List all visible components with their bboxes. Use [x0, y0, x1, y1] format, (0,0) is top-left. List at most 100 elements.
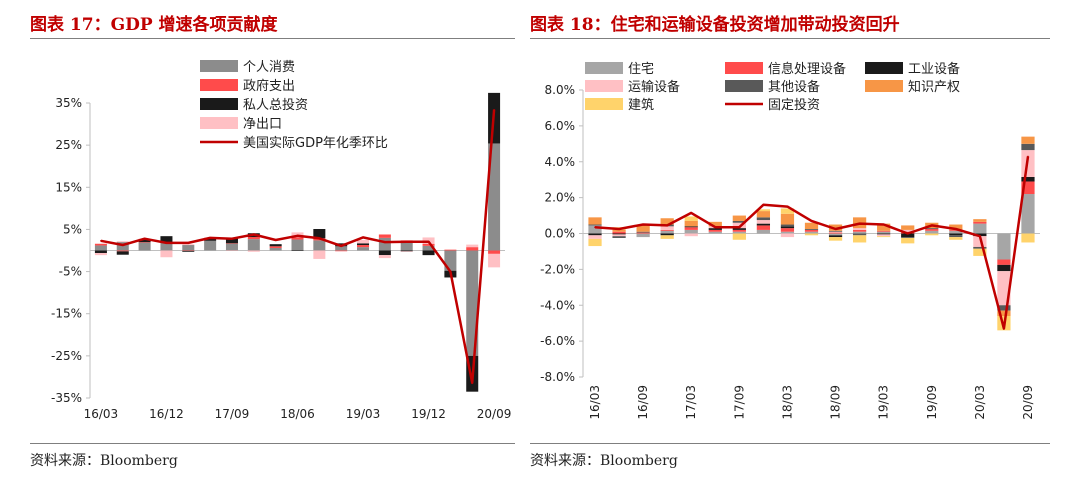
bar-segment-series-2-17-09 [732, 228, 746, 230]
line-point [955, 228, 957, 230]
bar-segment-series-2-17-06 [204, 238, 217, 241]
x-tick-label: 19/09 [925, 385, 939, 420]
bar-segment-series-5-16-12 [660, 218, 674, 225]
bar-segment-series-0-19-09 [925, 230, 939, 234]
bar-segment-series-5-16-03 [588, 217, 602, 225]
bar-segment-series-4-16-03 [588, 224, 602, 226]
bar-segment-series-4-20-03 [973, 246, 987, 249]
bar-segment-series-5-17-09 [732, 215, 746, 221]
bar-segment-series-2-19-12 [949, 233, 963, 236]
x-tick-label: 20/09 [1021, 385, 1035, 420]
line-point [762, 204, 765, 206]
line-point [231, 237, 233, 240]
line-point [449, 270, 452, 273]
bar-segment-series-3-16-12 [160, 250, 173, 258]
line-point [493, 108, 495, 111]
bar-segment-series-0-18-03 [780, 231, 795, 234]
bar-segment-series-2-16-09 [138, 239, 151, 243]
gdp-contribution-chart: 35% 25% 15% 5% -5% -15% -25% -35%16/03 16/12 17/0… [51, 60, 511, 421]
bar-segment-series-0-18-12 [335, 246, 348, 251]
bar-segment-series-3-19-09 [400, 251, 413, 252]
line-point [810, 220, 813, 222]
bar-segment-series-1-16-12 [660, 229, 674, 231]
bar-segment-series-2-16-06 [612, 233, 626, 235]
y-tick-label: 5% [63, 222, 82, 236]
bar-segment-series-6-18-09 [828, 237, 843, 241]
bar-segment-series-6-19-12 [949, 237, 963, 240]
bar-segment-series-0-20-09 [488, 143, 501, 251]
bar-segment-series-0-16-12 [660, 230, 674, 234]
bar-segment-series-3-18-12 [852, 228, 867, 230]
line-point [340, 245, 342, 247]
bar-segment-series-3-16-06 [116, 241, 129, 243]
bar-segment-series-2-17-06 [708, 228, 722, 230]
bar-segment-series-1-18-09 [828, 232, 843, 234]
bar-segment-series-3-18-03 [780, 233, 795, 238]
x-tick-label: 16/03 [588, 385, 602, 420]
legend-label: 个人消费 [243, 60, 295, 75]
bar-segment-series-1-20-06 [466, 247, 479, 251]
y-tick-label: -15% [51, 307, 82, 321]
legend-label: 净出口 [243, 117, 282, 132]
x-tick-label: 18/03 [780, 385, 794, 420]
line-point [690, 212, 693, 214]
bar-segment-series-2-18-03 [269, 244, 282, 247]
y-tick-label: 6.0% [545, 119, 576, 133]
bar-segment-series-5-16-09 [636, 224, 650, 232]
line-point [979, 235, 981, 237]
bar-segment-series-2-16-03 [94, 250, 107, 254]
bar-segment-series-5-17-03 [684, 220, 698, 227]
x-tick-label: 19/12 [411, 407, 446, 421]
source-note: 资料来源：Bloomberg [530, 453, 678, 469]
bar-segment-series-4-19-09 [925, 228, 939, 230]
bar-segment-series-6-17-03 [684, 216, 698, 221]
x-tick-label: 17/09 [732, 385, 746, 420]
line-point [882, 223, 885, 226]
bar-segment-series-5-16-06 [612, 229, 626, 232]
bar-segment-series-2-19-12 [422, 250, 435, 256]
bar-segment-series-4-17-09 [732, 220, 746, 223]
legend-swatch [200, 117, 238, 129]
legend-swatch [725, 80, 763, 92]
bar-segment-series-1-18-06 [291, 237, 304, 240]
x-tick-label: 18/09 [829, 385, 843, 420]
bar-segment-series-2-20-09 [1021, 176, 1035, 182]
bar-segment-series-1-19-09 [925, 229, 939, 231]
bar-segment-series-0-20-09 [1021, 194, 1035, 234]
y-tick-label: 35% [55, 96, 82, 110]
bar-segment-series-5-18-03 [780, 213, 795, 225]
bar-segment-series-1-16-06 [116, 250, 129, 252]
line-point [405, 240, 408, 243]
y-tick-label: -2.0% [540, 262, 575, 276]
bar-segment-series-2-19-03 [877, 233, 891, 235]
line-point [187, 242, 190, 244]
line-point [362, 236, 364, 239]
y-tick-label: 25% [55, 138, 82, 152]
legend-swatch [200, 79, 238, 91]
bar-segment-series-2-20-06 [997, 264, 1011, 272]
line-point [143, 237, 146, 240]
legend-swatch [200, 98, 238, 110]
bar-segment-series-5-20-03 [973, 219, 987, 222]
y-tick-label: 2.0% [545, 191, 576, 205]
legend-label: 其他设备 [768, 79, 820, 95]
legend-label: 固定投资 [768, 97, 820, 113]
bar-segment-series-1-17-09 [225, 243, 238, 244]
bar-segment-series-4-16-06 [612, 236, 626, 238]
line-point [471, 382, 474, 384]
legend-label: 住宅 [628, 62, 654, 77]
bar-segment-series-2-19-09 [400, 250, 413, 252]
bar-segment-series-0-17-09 [225, 243, 238, 251]
bar-segment-series-1-19-03 [877, 230, 891, 232]
bar-segment-series-0-16-09 [138, 242, 151, 251]
line-point [274, 239, 277, 241]
bar-segment-series-0-16-06 [116, 242, 129, 251]
bar-segment-series-1-17-03 [684, 227, 698, 230]
bar-segment-series-5-18-06 [804, 222, 819, 230]
line-point [738, 226, 741, 229]
bar-segment-series-6-17-09 [732, 233, 746, 240]
line-point [209, 237, 211, 239]
bar-segment-series-0-17-03 [182, 245, 195, 251]
bar-segment-series-2-17-03 [182, 250, 195, 252]
legend-label: 美国实际GDP年化季环比 [243, 136, 388, 151]
